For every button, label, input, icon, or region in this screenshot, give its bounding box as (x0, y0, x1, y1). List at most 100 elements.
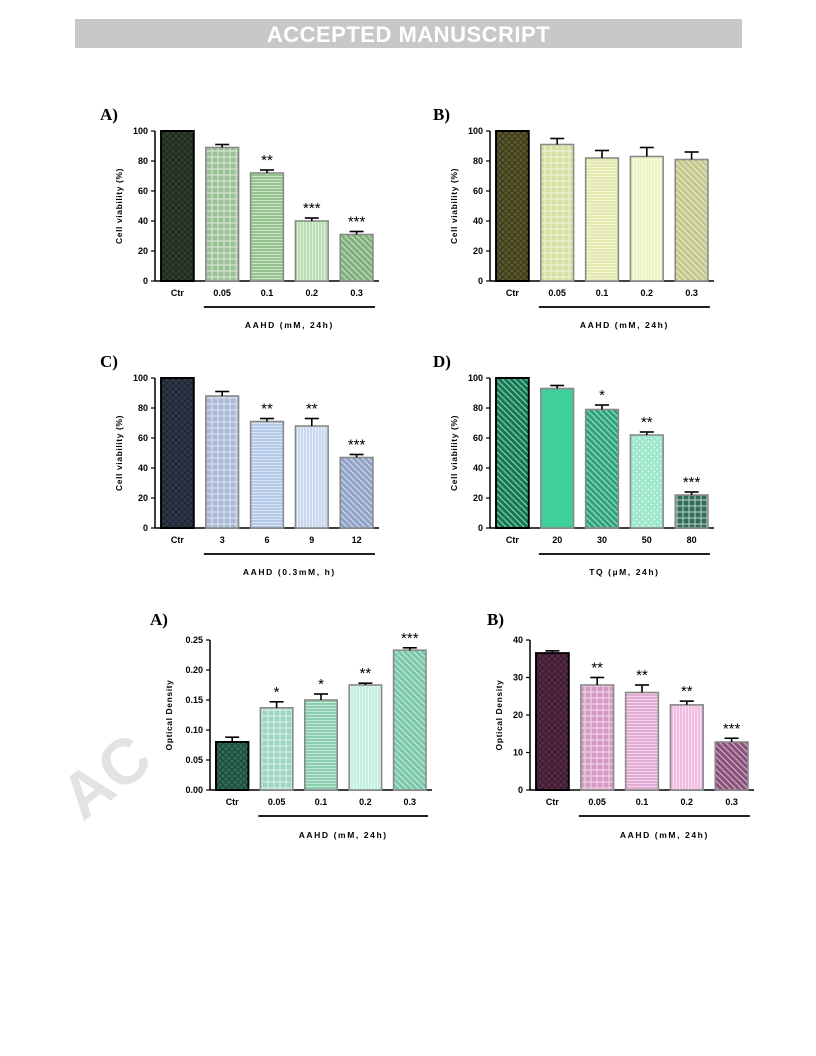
bar (339, 456, 374, 529)
panel-label: D) (433, 352, 451, 371)
y-axis-label: Cell viability (%) (114, 168, 124, 244)
x-tick-label: 0.05 (268, 797, 286, 807)
bar (294, 220, 329, 282)
x-tick-label: 0.05 (213, 288, 231, 298)
x-tick-label: 0.1 (636, 797, 649, 807)
x-tick-label: 0.1 (596, 288, 609, 298)
x-tick-label: 0.05 (588, 797, 606, 807)
y-tick-label: 60 (473, 186, 483, 196)
panel-label: A) (150, 610, 168, 629)
significance-label: ** (261, 401, 273, 418)
chart-panel-c-viability: C) 0 20 40 60 80 100 Cell viability (%) Ctr 3 ** 6 *… (100, 352, 379, 577)
y-tick-label: 40 (473, 463, 483, 473)
x-tick-label: 20 (552, 535, 562, 545)
bar (495, 130, 530, 282)
y-tick-label: 0.20 (185, 665, 203, 675)
chart-panel-a-viability: A) 0 20 40 60 80 100 Cell viability (%) Ctr 0.05 *… (100, 105, 379, 330)
bar (535, 652, 570, 791)
y-tick-label: 60 (473, 433, 483, 443)
y-tick-label: 0.15 (185, 695, 203, 705)
x-axis-label: AAHD (0.3mM, h) (243, 567, 336, 577)
bar (249, 172, 285, 282)
x-tick-label: 0.1 (315, 797, 328, 807)
x-tick-label: Ctr (171, 288, 184, 298)
significance-label: ** (641, 414, 653, 431)
x-tick-label: 9 (309, 535, 314, 545)
x-axis-label: AAHD (mM, 24h) (299, 830, 388, 840)
x-tick-label: 12 (352, 535, 362, 545)
y-tick-label: 80 (473, 403, 483, 413)
x-axis-label: TQ (µM, 24h) (589, 567, 659, 577)
significance-label: *** (303, 200, 321, 217)
significance-label: ** (636, 667, 648, 684)
bar (303, 699, 339, 791)
x-tick-label: Ctr (506, 535, 519, 545)
x-tick-label: 80 (687, 535, 697, 545)
y-tick-label: 0.00 (185, 785, 203, 795)
panel-label: B) (487, 610, 504, 629)
bar (339, 233, 374, 282)
y-tick-label: 0 (143, 523, 148, 533)
accepted-manuscript-banner: ACCEPTED MANUSCRIPT (75, 19, 742, 48)
bar (205, 395, 240, 529)
bar (540, 143, 575, 282)
chart-panel-d-viability: D) 0 20 40 60 80 100 Cell viability (%) Ctr 20 * 30… (433, 352, 714, 577)
x-tick-label: 0.2 (681, 797, 694, 807)
y-tick-label: 80 (138, 403, 148, 413)
bar (294, 425, 329, 529)
bar (495, 377, 530, 529)
y-tick-label: 100 (468, 373, 483, 383)
significance-label: * (274, 684, 280, 701)
bar (249, 420, 285, 529)
x-tick-label: Ctr (506, 288, 519, 298)
y-tick-label: 40 (473, 216, 483, 226)
significance-label: *** (723, 720, 741, 737)
bar (669, 704, 704, 791)
y-tick-label: 20 (138, 246, 148, 256)
significance-label: *** (348, 214, 366, 231)
x-tick-label: Ctr (226, 797, 239, 807)
y-tick-label: 0 (478, 276, 483, 286)
x-tick-label: 3 (220, 535, 225, 545)
significance-label: *** (401, 630, 419, 647)
x-tick-label: 0.3 (725, 797, 738, 807)
bar (160, 377, 195, 529)
x-axis-label: AAHD (mM, 24h) (620, 830, 709, 840)
significance-label: * (599, 387, 605, 404)
y-axis-label: Optical Density (164, 680, 174, 751)
y-axis-label: Optical Density (494, 680, 504, 751)
y-axis-label: Cell viability (%) (114, 415, 124, 491)
y-tick-label: 20 (513, 710, 523, 720)
significance-label: ** (261, 152, 273, 169)
y-tick-label: 0.10 (185, 725, 203, 735)
y-tick-label: 100 (133, 126, 148, 136)
x-tick-label: Ctr (546, 797, 559, 807)
bar (629, 155, 664, 282)
bar (160, 130, 195, 282)
y-tick-label: 40 (138, 216, 148, 226)
bar (584, 157, 620, 282)
bar (714, 741, 749, 791)
bar (348, 684, 383, 791)
bar (624, 691, 660, 791)
bar (540, 387, 575, 529)
bar (392, 649, 427, 791)
x-tick-label: 50 (642, 535, 652, 545)
significance-label: ** (360, 665, 372, 682)
bar (205, 146, 240, 282)
x-axis-label: AAHD (mM, 24h) (580, 320, 669, 330)
x-tick-label: 0.05 (548, 288, 566, 298)
bar (580, 684, 615, 791)
y-tick-label: 20 (473, 246, 483, 256)
y-axis-label: Cell viability (%) (449, 168, 459, 244)
bar (214, 741, 250, 791)
bar (584, 408, 620, 529)
bar (629, 434, 664, 529)
y-tick-label: 20 (138, 493, 148, 503)
y-tick-label: 80 (138, 156, 148, 166)
chart-panel-b-viability: B) 0 20 40 60 80 100 Cell viability (%) Ctr 0.05 0… (433, 105, 714, 330)
significance-label: * (318, 676, 324, 693)
x-tick-label: 30 (597, 535, 607, 545)
y-tick-label: 100 (468, 126, 483, 136)
y-tick-label: 100 (133, 373, 148, 383)
